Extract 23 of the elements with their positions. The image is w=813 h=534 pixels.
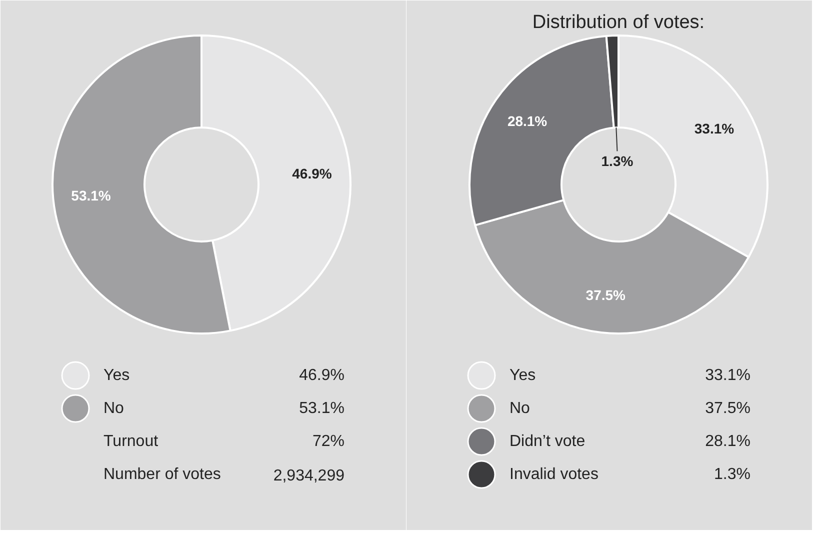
text: 37.5% <box>705 400 751 417</box>
data-label: 28.1% <box>507 113 548 130</box>
legend-label: Didn’t vote <box>510 433 586 450</box>
legend-label: Yes <box>510 367 536 384</box>
legend-label: No <box>510 400 530 417</box>
data-label: 53.1% <box>71 187 112 204</box>
text: 1.3% <box>714 466 750 483</box>
text: 33.1% <box>705 367 751 384</box>
text: 2,934,299 <box>273 468 345 484</box>
text: 46.9% <box>299 367 345 384</box>
legend-label: Invalid votes <box>510 466 598 483</box>
data-label: 37.5% <box>586 286 626 303</box>
text: 28.1% <box>705 433 751 450</box>
legend-label: Yes <box>104 367 130 384</box>
chart-title: Distribution of votes: <box>532 12 705 33</box>
text: Turnout <box>104 433 159 450</box>
text: 72% <box>312 433 345 450</box>
data-label: 46.9% <box>292 166 332 182</box>
data-label: 1.3% <box>601 153 634 170</box>
data-label: 33.1% <box>694 120 735 136</box>
text: 53.1% <box>299 400 345 417</box>
legend-label: No <box>104 400 124 417</box>
text: Number of votes <box>104 466 221 483</box>
